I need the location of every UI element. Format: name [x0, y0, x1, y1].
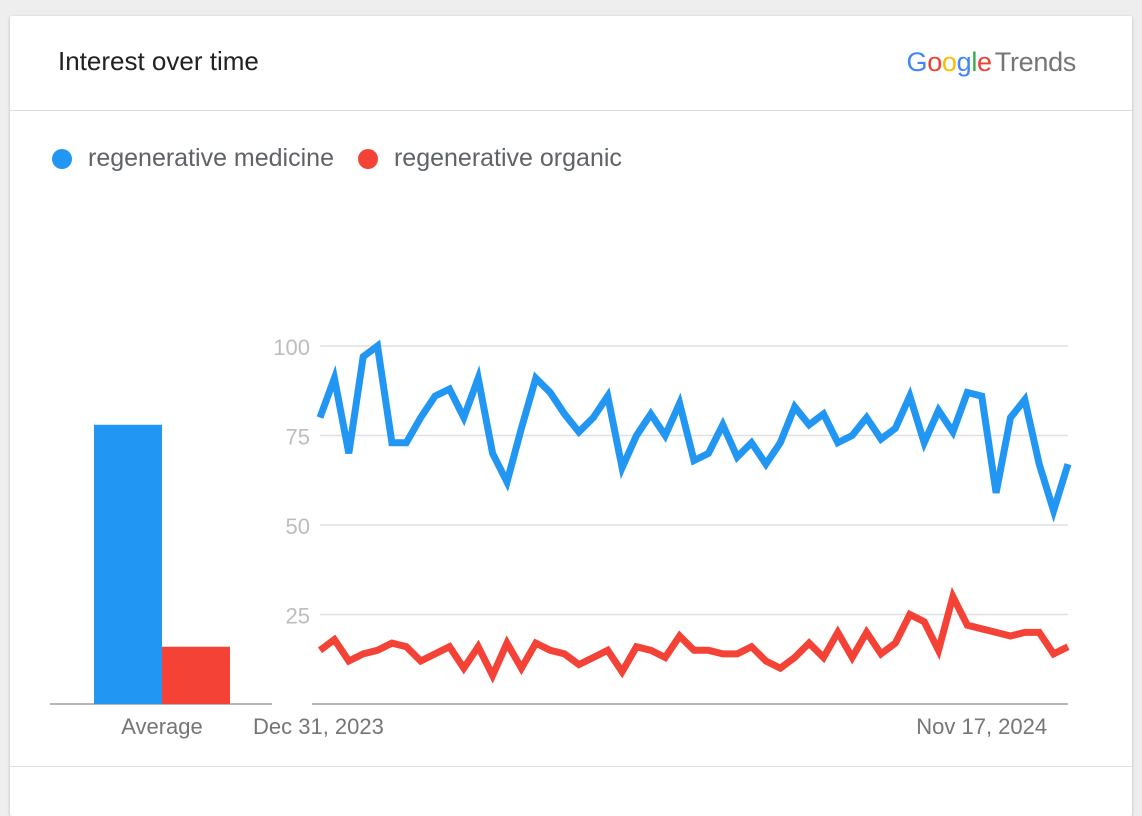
- y-tick-label: 50: [286, 514, 310, 539]
- y-tick-label: 100: [273, 335, 310, 360]
- google-logo-letter: o: [941, 47, 957, 77]
- legend: regenerative medicine regenerative organ…: [52, 144, 646, 173]
- google-logo-letter: G: [906, 47, 928, 77]
- google-logo-letter: o: [927, 47, 942, 77]
- google-logo-letter: g: [956, 47, 972, 77]
- x-tick-label: Nov 17, 2024: [916, 714, 1047, 739]
- card-title: Interest over time: [58, 46, 259, 76]
- legend-label-series-1: regenerative medicine: [88, 144, 334, 172]
- legend-dot-series-2: [357, 148, 378, 169]
- legend-label-series-2: regenerative organic: [393, 144, 622, 172]
- average-bar: [94, 424, 162, 704]
- average-label: Average: [121, 714, 203, 739]
- google-trends-logo[interactable]: Google Trends: [906, 47, 1076, 78]
- average-bar: [162, 646, 230, 704]
- legend-item-series-1[interactable]: regenerative medicine: [52, 144, 334, 173]
- card-header: Interest over time Google Trends: [10, 16, 1132, 111]
- x-tick-label: Dec 31, 2023: [253, 714, 384, 739]
- interest-over-time-card: Interest over time Google Trends regenera…: [10, 16, 1132, 816]
- trends-logo-word: Trends: [994, 47, 1077, 77]
- card-footer-divider: [10, 766, 1132, 767]
- y-tick-label: 25: [286, 604, 310, 629]
- google-logo-letter: e: [977, 47, 992, 77]
- y-tick-label: 75: [286, 425, 310, 450]
- legend-item-series-2[interactable]: regenerative organic: [357, 144, 622, 173]
- google-logo-letter: l: [971, 47, 978, 77]
- legend-dot-series-1: [52, 148, 72, 169]
- google-logo-word: Google: [906, 47, 992, 77]
- series-line: [317, 586, 1070, 684]
- series-line: [316, 339, 1072, 523]
- interest-chart[interactable]: 25 50 75 100 Average Dec 31, 2023 Nov 17, 2024: [10, 16, 1132, 776]
